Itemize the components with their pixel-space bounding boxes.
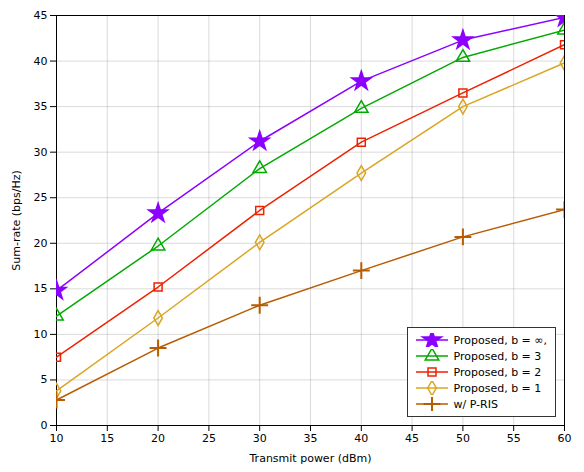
html-text:Proposed, b = ∞,: Proposed, b = ∞,: [453, 333, 547, 347]
html-text:w/ P-RIS: w/ P-RIS: [453, 397, 498, 411]
svg-text:20: 20: [34, 237, 48, 250]
html-text:Proposed, b = 2: Proposed, b = 2: [453, 365, 542, 379]
svg-text:5: 5: [41, 373, 48, 386]
svg-text:30: 30: [34, 146, 48, 159]
svg-text:0: 0: [41, 419, 48, 432]
svg-text:55: 55: [507, 432, 521, 445]
svg-text:Transmit power (dBm): Transmit power (dBm): [249, 452, 372, 465]
svg-text:Sum-rate (bps/Hz): Sum-rate (bps/Hz): [10, 170, 23, 271]
svg-text:30: 30: [253, 432, 267, 445]
svg-text:25: 25: [202, 432, 216, 445]
svg-text:35: 35: [34, 100, 48, 113]
svg-text:45: 45: [405, 432, 419, 445]
svg-text:40: 40: [34, 55, 48, 68]
svg-text:10: 10: [50, 432, 64, 445]
svg-text:15: 15: [34, 282, 48, 295]
svg-text:10: 10: [34, 328, 48, 341]
html-text:Proposed, b = 1: Proposed, b = 1: [453, 381, 542, 395]
svg-text:20: 20: [151, 432, 165, 445]
svg-text:50: 50: [456, 432, 470, 445]
svg-text:35: 35: [304, 432, 318, 445]
html-text:Proposed, b = 3: Proposed, b = 3: [453, 349, 542, 363]
svg-text:15: 15: [100, 432, 114, 445]
svg-text:60: 60: [558, 432, 572, 445]
svg-text:45: 45: [34, 9, 48, 22]
svg-text:40: 40: [354, 432, 368, 445]
svg-text:25: 25: [34, 191, 48, 204]
